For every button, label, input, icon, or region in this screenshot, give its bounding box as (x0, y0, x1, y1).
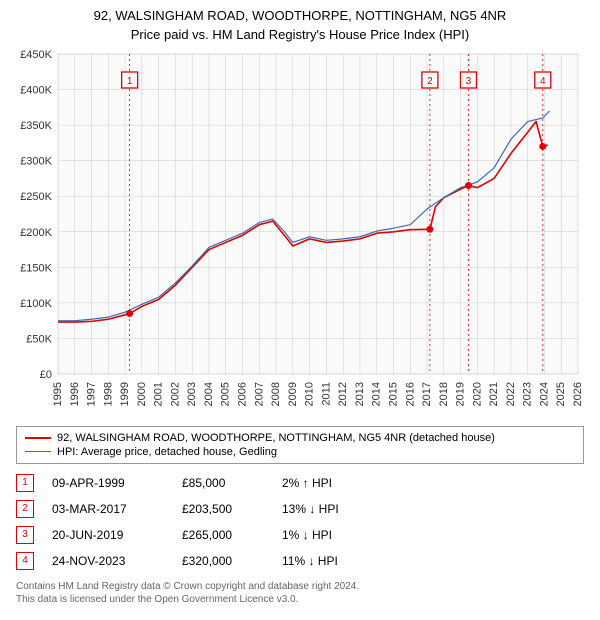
tx-marker-box: 4 (16, 552, 34, 570)
svg-text:2021: 2021 (488, 382, 500, 406)
table-row: 2 03-MAR-2017£203,50013% ↓ HPI (16, 496, 584, 522)
chart-title-line2: Price paid vs. HM Land Registry's House … (10, 27, 590, 42)
svg-text:2026: 2026 (572, 382, 584, 406)
svg-text:2009: 2009 (287, 382, 299, 406)
svg-text:2001: 2001 (153, 382, 165, 406)
legend-label: HPI: Average price, detached house, Gedl… (57, 446, 277, 458)
svg-text:£200K: £200K (20, 227, 52, 239)
legend-item: HPI: Average price, detached house, Gedl… (25, 445, 575, 459)
tx-price: £265,000 (182, 528, 282, 542)
svg-text:1998: 1998 (102, 382, 114, 406)
footer-line2: This data is licensed under the Open Gov… (16, 593, 584, 606)
svg-text:2008: 2008 (270, 382, 282, 406)
svg-text:2003: 2003 (186, 382, 198, 406)
svg-text:2022: 2022 (505, 382, 517, 406)
svg-text:2011: 2011 (320, 382, 332, 406)
svg-text:1995: 1995 (52, 382, 64, 406)
svg-text:£350K: £350K (20, 120, 52, 132)
svg-text:2018: 2018 (438, 382, 450, 406)
tx-marker-box: 2 (16, 500, 34, 518)
tx-date: 03-MAR-2017 (52, 502, 182, 516)
tx-price: £85,000 (182, 476, 282, 490)
tx-diff: 13% ↓ HPI (282, 502, 372, 516)
svg-text:2002: 2002 (169, 382, 181, 406)
tx-diff: 11% ↓ HPI (282, 554, 372, 568)
tx-price: £320,000 (182, 554, 282, 568)
svg-text:£300K: £300K (20, 156, 52, 168)
svg-text:2025: 2025 (555, 382, 567, 406)
svg-text:2000: 2000 (136, 382, 148, 406)
svg-text:£150K: £150K (20, 262, 52, 274)
tx-diff: 1% ↓ HPI (282, 528, 372, 542)
legend-item: 92, WALSINGHAM ROAD, WOODTHORPE, NOTTING… (25, 431, 575, 445)
tx-marker-box: 1 (16, 474, 34, 492)
svg-text:4: 4 (540, 76, 546, 87)
footer-attribution: Contains HM Land Registry data © Crown c… (16, 580, 584, 606)
svg-text:1996: 1996 (69, 382, 81, 406)
svg-text:2: 2 (427, 76, 433, 87)
legend-label: 92, WALSINGHAM ROAD, WOODTHORPE, NOTTING… (57, 432, 495, 444)
svg-text:2006: 2006 (237, 382, 249, 406)
svg-text:2010: 2010 (304, 382, 316, 406)
svg-text:2017: 2017 (421, 382, 433, 406)
tx-diff: 2% ↑ HPI (282, 476, 372, 490)
svg-text:1: 1 (127, 76, 133, 87)
tx-date: 09-APR-1999 (52, 476, 182, 490)
svg-text:£0: £0 (40, 369, 52, 381)
chart-container: 92, WALSINGHAM ROAD, WOODTHORPE, NOTTING… (0, 0, 600, 610)
tx-date: 24-NOV-2023 (52, 554, 182, 568)
svg-text:2016: 2016 (404, 382, 416, 406)
svg-text:1999: 1999 (119, 382, 131, 406)
transactions-table: 109-APR-1999£85,0002% ↑ HPI203-MAR-2017£… (16, 470, 584, 574)
svg-text:£250K: £250K (20, 191, 52, 203)
chart-title-line1: 92, WALSINGHAM ROAD, WOODTHORPE, NOTTING… (10, 8, 590, 25)
svg-text:1997: 1997 (86, 382, 98, 406)
svg-text:2014: 2014 (371, 382, 383, 406)
svg-text:2005: 2005 (220, 382, 232, 406)
svg-text:2015: 2015 (387, 382, 399, 406)
tx-price: £203,500 (182, 502, 282, 516)
footer-line1: Contains HM Land Registry data © Crown c… (16, 580, 584, 593)
tx-date: 20-JUN-2019 (52, 528, 182, 542)
svg-text:2019: 2019 (455, 382, 467, 406)
svg-text:£50K: £50K (26, 333, 52, 345)
legend-swatch (25, 437, 51, 439)
svg-text:2013: 2013 (354, 382, 366, 406)
svg-text:2020: 2020 (471, 382, 483, 406)
table-row: 1 09-APR-1999£85,0002% ↑ HPI (16, 470, 584, 496)
svg-text:£450K: £450K (20, 49, 52, 61)
svg-text:£100K: £100K (20, 298, 52, 310)
svg-text:2012: 2012 (337, 382, 349, 406)
svg-text:2024: 2024 (538, 382, 550, 406)
svg-text:£400K: £400K (20, 84, 52, 96)
svg-text:2023: 2023 (522, 382, 534, 406)
table-row: 3 20-JUN-2019£265,0001% ↓ HPI (16, 522, 584, 548)
chart-plot: £0 £50K £100K £150K £200K £250K £300K £350K £400… (10, 48, 590, 418)
svg-text:2004: 2004 (203, 382, 215, 406)
tx-marker-box: 3 (16, 526, 34, 544)
legend: 92, WALSINGHAM ROAD, WOODTHORPE, NOTTING… (16, 426, 584, 464)
svg-text:3: 3 (466, 76, 472, 87)
table-row: 4 24-NOV-2023£320,00011% ↓ HPI (16, 548, 584, 574)
legend-swatch (25, 451, 51, 452)
svg-text:2007: 2007 (253, 382, 265, 406)
